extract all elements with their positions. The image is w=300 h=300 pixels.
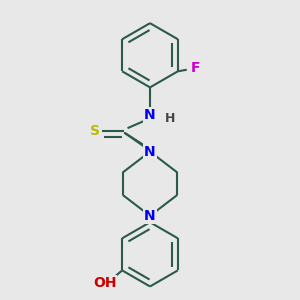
Text: H: H <box>165 112 175 125</box>
Text: OH: OH <box>93 276 116 290</box>
Text: F: F <box>191 61 200 75</box>
Text: N: N <box>144 145 156 159</box>
Text: S: S <box>90 124 100 138</box>
Text: N: N <box>144 108 156 122</box>
Text: N: N <box>144 145 156 159</box>
Text: N: N <box>144 209 156 223</box>
